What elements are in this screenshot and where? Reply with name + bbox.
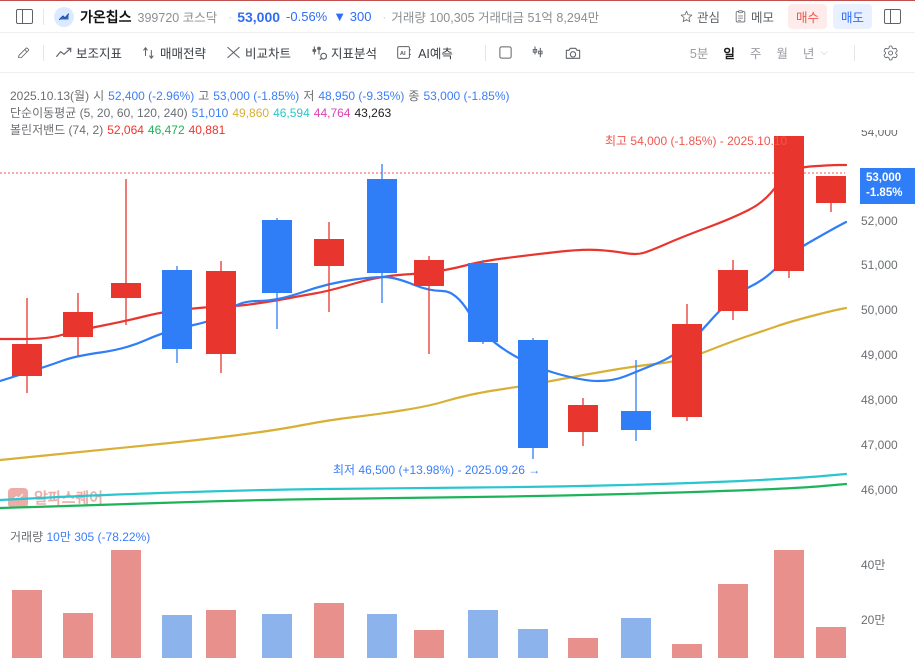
svg-text:AI: AI [400, 51, 406, 57]
